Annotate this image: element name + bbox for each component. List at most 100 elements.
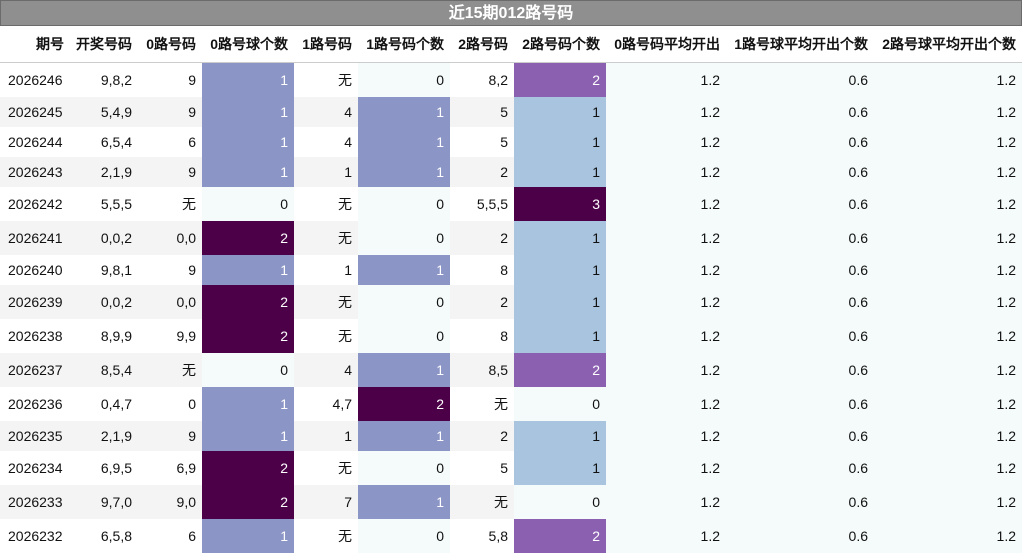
table-cell: 2 — [202, 484, 294, 519]
table-cell: 2 — [450, 420, 514, 451]
data-table: 期号 开奖号码 0路号码 0路号球个数 1路号码 1路号码个数 2路号码 2路号码个数 0路号码… — [0, 26, 1022, 553]
table-cell: 1.2 — [606, 284, 726, 319]
table-cell: 无 — [294, 220, 358, 255]
table-cell: 9 — [138, 62, 202, 97]
table-cell: 4 — [294, 352, 358, 387]
table-cell: 1 — [202, 156, 294, 187]
table-cell: 8,5 — [450, 352, 514, 387]
page-title: 近15期012路号码 — [0, 0, 1022, 26]
table-cell: 5,5,5 — [70, 186, 138, 221]
table-cell: 1 — [202, 62, 294, 97]
table-cell: 0 — [358, 518, 450, 553]
table-cell: 2026244 — [0, 126, 70, 157]
table-cell: 2 — [202, 284, 294, 319]
table-cell: 2026235 — [0, 420, 70, 451]
table-cell: 2026239 — [0, 284, 70, 319]
table-cell: 0,0,2 — [70, 284, 138, 319]
table-cell: 1 — [514, 126, 606, 157]
table-cell: 2026236 — [0, 386, 70, 421]
table-cell: 1.2 — [874, 62, 1022, 97]
table-cell: 0.6 — [726, 186, 874, 221]
table-cell: 6 — [138, 518, 202, 553]
table-cell: 1.2 — [874, 518, 1022, 553]
table-cell: 1 — [202, 518, 294, 553]
table-cell: 1 — [514, 284, 606, 319]
table-row: 2026240 9,8,1 9 1 1 1 8 1 1.2 0.6 1.2 — [0, 254, 1022, 285]
table-cell: 9 — [138, 96, 202, 127]
table-cell: 1 — [202, 96, 294, 127]
table-cell: 0.6 — [726, 96, 874, 127]
table-cell: 0.6 — [726, 62, 874, 97]
table-cell: 9,8,2 — [70, 62, 138, 97]
table-cell: 2 — [202, 450, 294, 485]
table-cell: 2026234 — [0, 450, 70, 485]
table-row: 2026232 6,5,8 6 1 无 0 5,8 2 1.2 0.6 1.2 — [0, 518, 1022, 553]
table-cell: 0.6 — [726, 352, 874, 387]
table-cell: 1.2 — [874, 352, 1022, 387]
table-cell: 1.2 — [606, 450, 726, 485]
column-header: 期号 — [0, 26, 70, 63]
table-cell: 9 — [138, 420, 202, 451]
table-cell: 2026238 — [0, 318, 70, 353]
table-cell: 1.2 — [606, 62, 726, 97]
table-cell: 0 — [358, 62, 450, 97]
table-cell: 2026245 — [0, 96, 70, 127]
table-cell: 2026242 — [0, 186, 70, 221]
table-row: 2026233 9,7,0 9,0 2 7 1 无 0 1.2 0.6 1.2 — [0, 484, 1022, 519]
table-cell: 0 — [358, 450, 450, 485]
table-cell: 0 — [514, 484, 606, 519]
table-cell: 9 — [138, 156, 202, 187]
table-cell: 8 — [450, 318, 514, 353]
table-cell: 无 — [450, 484, 514, 519]
table-cell: 0 — [202, 352, 294, 387]
table-cell: 1.2 — [874, 254, 1022, 285]
table-cell: 2,1,9 — [70, 420, 138, 451]
table-cell: 无 — [294, 450, 358, 485]
table-cell: 0.6 — [726, 220, 874, 255]
table-cell: 无 — [138, 352, 202, 387]
table-cell: 5,8 — [450, 518, 514, 553]
table-cell: 4,7 — [294, 386, 358, 421]
table-cell: 0 — [358, 220, 450, 255]
table-cell: 9,0 — [138, 484, 202, 519]
column-header: 1路号码个数 — [358, 26, 450, 63]
table-cell: 1.2 — [606, 126, 726, 157]
table-cell: 2 — [450, 220, 514, 255]
table-cell: 1 — [358, 484, 450, 519]
column-header: 0路号码平均开出 — [606, 26, 726, 63]
header-row: 期号 开奖号码 0路号码 0路号球个数 1路号码 1路号码个数 2路号码 2路号码个数 0路号码… — [0, 26, 1022, 63]
table-cell: 1.2 — [874, 420, 1022, 451]
table-cell: 0.6 — [726, 420, 874, 451]
table-cell: 7 — [294, 484, 358, 519]
table-cell: 0.6 — [726, 450, 874, 485]
table-cell: 1.2 — [874, 484, 1022, 519]
table-cell: 0 — [358, 318, 450, 353]
column-header: 0路号码 — [138, 26, 202, 63]
table-cell: 9,7,0 — [70, 484, 138, 519]
table-cell: 1.2 — [874, 318, 1022, 353]
table-row: 2026238 8,9,9 9,9 2 无 0 8 1 1.2 0.6 1.2 — [0, 318, 1022, 353]
table-cell: 2 — [202, 220, 294, 255]
table-cell: 9,8,1 — [70, 254, 138, 285]
table-row: 2026241 0,0,2 0,0 2 无 0 2 1 1.2 0.6 1.2 — [0, 220, 1022, 255]
table-row: 2026242 5,5,5 无 0 无 0 5,5,5 3 1.2 0.6 1.2 — [0, 186, 1022, 221]
table-cell: 2026240 — [0, 254, 70, 285]
table-cell: 无 — [138, 186, 202, 221]
table-cell: 1 — [202, 254, 294, 285]
table-cell: 0 — [514, 386, 606, 421]
table-cell: 6,9 — [138, 450, 202, 485]
table-cell: 1.2 — [606, 518, 726, 553]
column-header: 2路号码 — [450, 26, 514, 63]
table-cell: 0,0 — [138, 284, 202, 319]
table-cell: 1 — [358, 352, 450, 387]
table-cell: 0.6 — [726, 518, 874, 553]
table-cell: 1.2 — [874, 186, 1022, 221]
table-cell: 5 — [450, 126, 514, 157]
table-cell: 4 — [294, 126, 358, 157]
table-cell: 0.6 — [726, 284, 874, 319]
table-row: 2026244 6,5,4 6 1 4 1 5 1 1.2 0.6 1.2 — [0, 126, 1022, 157]
table-cell: 2026243 — [0, 156, 70, 187]
table-cell: 1 — [358, 420, 450, 451]
table-cell: 1 — [514, 420, 606, 451]
